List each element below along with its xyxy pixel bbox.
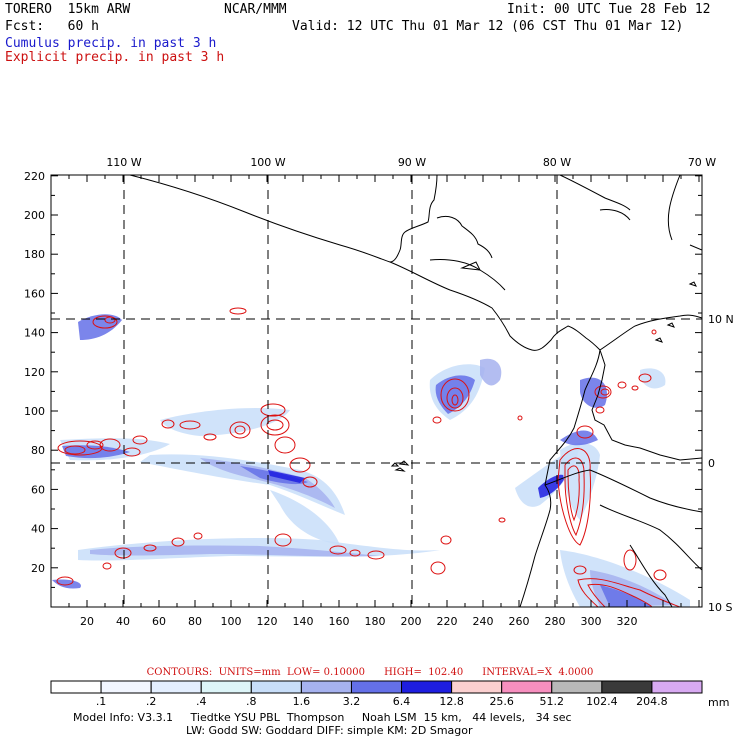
y-tick-label: 140 xyxy=(24,327,45,340)
x-tick-label: 220 xyxy=(437,615,458,628)
x-tick-label: 120 xyxy=(257,615,278,628)
y-tick-label: 160 xyxy=(24,287,45,300)
latitude-labels: 10 N 0 10 S xyxy=(708,313,734,614)
y-tick-label: 120 xyxy=(24,366,45,379)
longitude-label: 70 W xyxy=(688,156,716,169)
x-tick-label: 100 xyxy=(221,615,242,628)
contour-info: CONTOURS: UNITS=mm LOW= 0.10000 HIGH= 10… xyxy=(146,667,594,678)
longitude-label: 110 W xyxy=(106,156,141,169)
y-tick-label: 80 xyxy=(31,444,45,457)
x-tick-label: 240 xyxy=(473,615,494,628)
cumulus-legend: Cumulus precip. in past 3 h xyxy=(5,36,217,51)
coastlines xyxy=(129,175,702,607)
x-tick-label: 320 xyxy=(617,615,638,628)
latitude-label: 0 xyxy=(708,457,715,470)
x-tick-label: 200 xyxy=(401,615,422,628)
colorbar-label: 1.6 xyxy=(292,695,311,708)
x-tick-label: 160 xyxy=(329,615,350,628)
colorbar: mm xyxy=(50,680,729,709)
init-time: Init: 00 UTC Tue 28 Feb 12 xyxy=(507,2,711,17)
longitude-label: 100 W xyxy=(250,156,285,169)
colorbar-label: 12.8 xyxy=(439,695,464,708)
longitude-label: 90 W xyxy=(398,156,426,169)
colorbar-label: .8 xyxy=(246,695,257,708)
x-tick-label: 180 xyxy=(365,615,386,628)
colorbar-swatch xyxy=(300,680,352,694)
explicit-legend: Explicit precip. in past 3 h xyxy=(5,50,225,65)
x-tick-labels: 20 40 60 80 100 120 140 160 180 200 220 240 260 280 30… xyxy=(80,615,638,628)
precip-fields xyxy=(51,175,702,607)
cumulus-precip-field xyxy=(52,314,690,607)
longitude-labels: 110 W 100 W 90 W 80 W 70 W xyxy=(106,156,716,169)
colorbar-swatch xyxy=(200,680,252,694)
x-tick-label: 20 xyxy=(80,615,94,628)
colorbar-label: 102.4 xyxy=(586,695,618,708)
y-tick-label: 220 xyxy=(24,170,45,183)
organization: NCAR/MMM xyxy=(224,2,287,17)
colorbar-swatch xyxy=(401,680,453,694)
colorbar-swatch xyxy=(501,680,553,694)
colorbar-label: .4 xyxy=(195,695,207,708)
x-tick-label: 280 xyxy=(545,615,566,628)
model-title: TORERO 15km ARW xyxy=(5,2,131,17)
y-tick-label: 200 xyxy=(24,209,45,222)
longitude-label: 80 W xyxy=(543,156,571,169)
forecast-hour: Fcst: 60 h xyxy=(5,19,99,34)
colorbar-swatch xyxy=(451,680,503,694)
y-tick-label: 60 xyxy=(31,483,45,496)
colorbar-swatch xyxy=(250,680,302,694)
colorbar-label: 204.8 xyxy=(636,695,668,708)
colorbar-label: .1 xyxy=(95,695,107,708)
colorbar-swatch xyxy=(551,680,603,694)
latitude-label: 10 N xyxy=(708,313,734,326)
colorbar-swatch xyxy=(50,680,102,694)
x-tick-label: 40 xyxy=(116,615,130,628)
x-tick-label: 80 xyxy=(188,615,202,628)
colorbar-label: 25.6 xyxy=(489,695,514,708)
model-info-line: Model Info: V3.3.1 Tiedtke YSU PBL Thomp… xyxy=(73,711,572,724)
colorbar-label: 51.2 xyxy=(539,695,565,708)
y-tick-label: 20 xyxy=(31,562,45,575)
axis-ticks xyxy=(50,175,702,608)
y-tick-label: 100 xyxy=(24,405,45,418)
latitude-label: 10 S xyxy=(708,601,732,614)
y-tick-labels: 20 40 60 80 100 120 140 160 180 200 220 xyxy=(24,170,45,575)
colorbar-swatch xyxy=(350,680,403,694)
valid-time: Valid: 12 UTC Thu 01 Mar 12 (06 CST Thu … xyxy=(292,19,684,34)
physics-info-line: LW: Godd SW: Goddard DIFF: simple KM: 2D… xyxy=(186,724,473,737)
colorbar-label: 3.2 xyxy=(342,695,361,708)
y-tick-label: 40 xyxy=(31,523,45,536)
y-tick-label: 180 xyxy=(24,248,45,261)
x-tick-label: 260 xyxy=(509,615,530,628)
colorbar-swatch xyxy=(100,680,152,694)
x-tick-label: 60 xyxy=(152,615,166,628)
latlon-grid xyxy=(51,175,702,607)
x-tick-label: 300 xyxy=(581,615,602,628)
colorbar-swatch xyxy=(150,680,202,694)
colorbar-unit: mm xyxy=(708,696,729,709)
colorbar-swatch xyxy=(601,680,653,694)
colorbar-swatch xyxy=(651,680,703,694)
explicit-precip-contours xyxy=(56,307,681,607)
colorbar-label: 6.4 xyxy=(392,695,411,708)
x-tick-label: 140 xyxy=(293,615,314,628)
colorbar-label: .2 xyxy=(145,695,157,708)
